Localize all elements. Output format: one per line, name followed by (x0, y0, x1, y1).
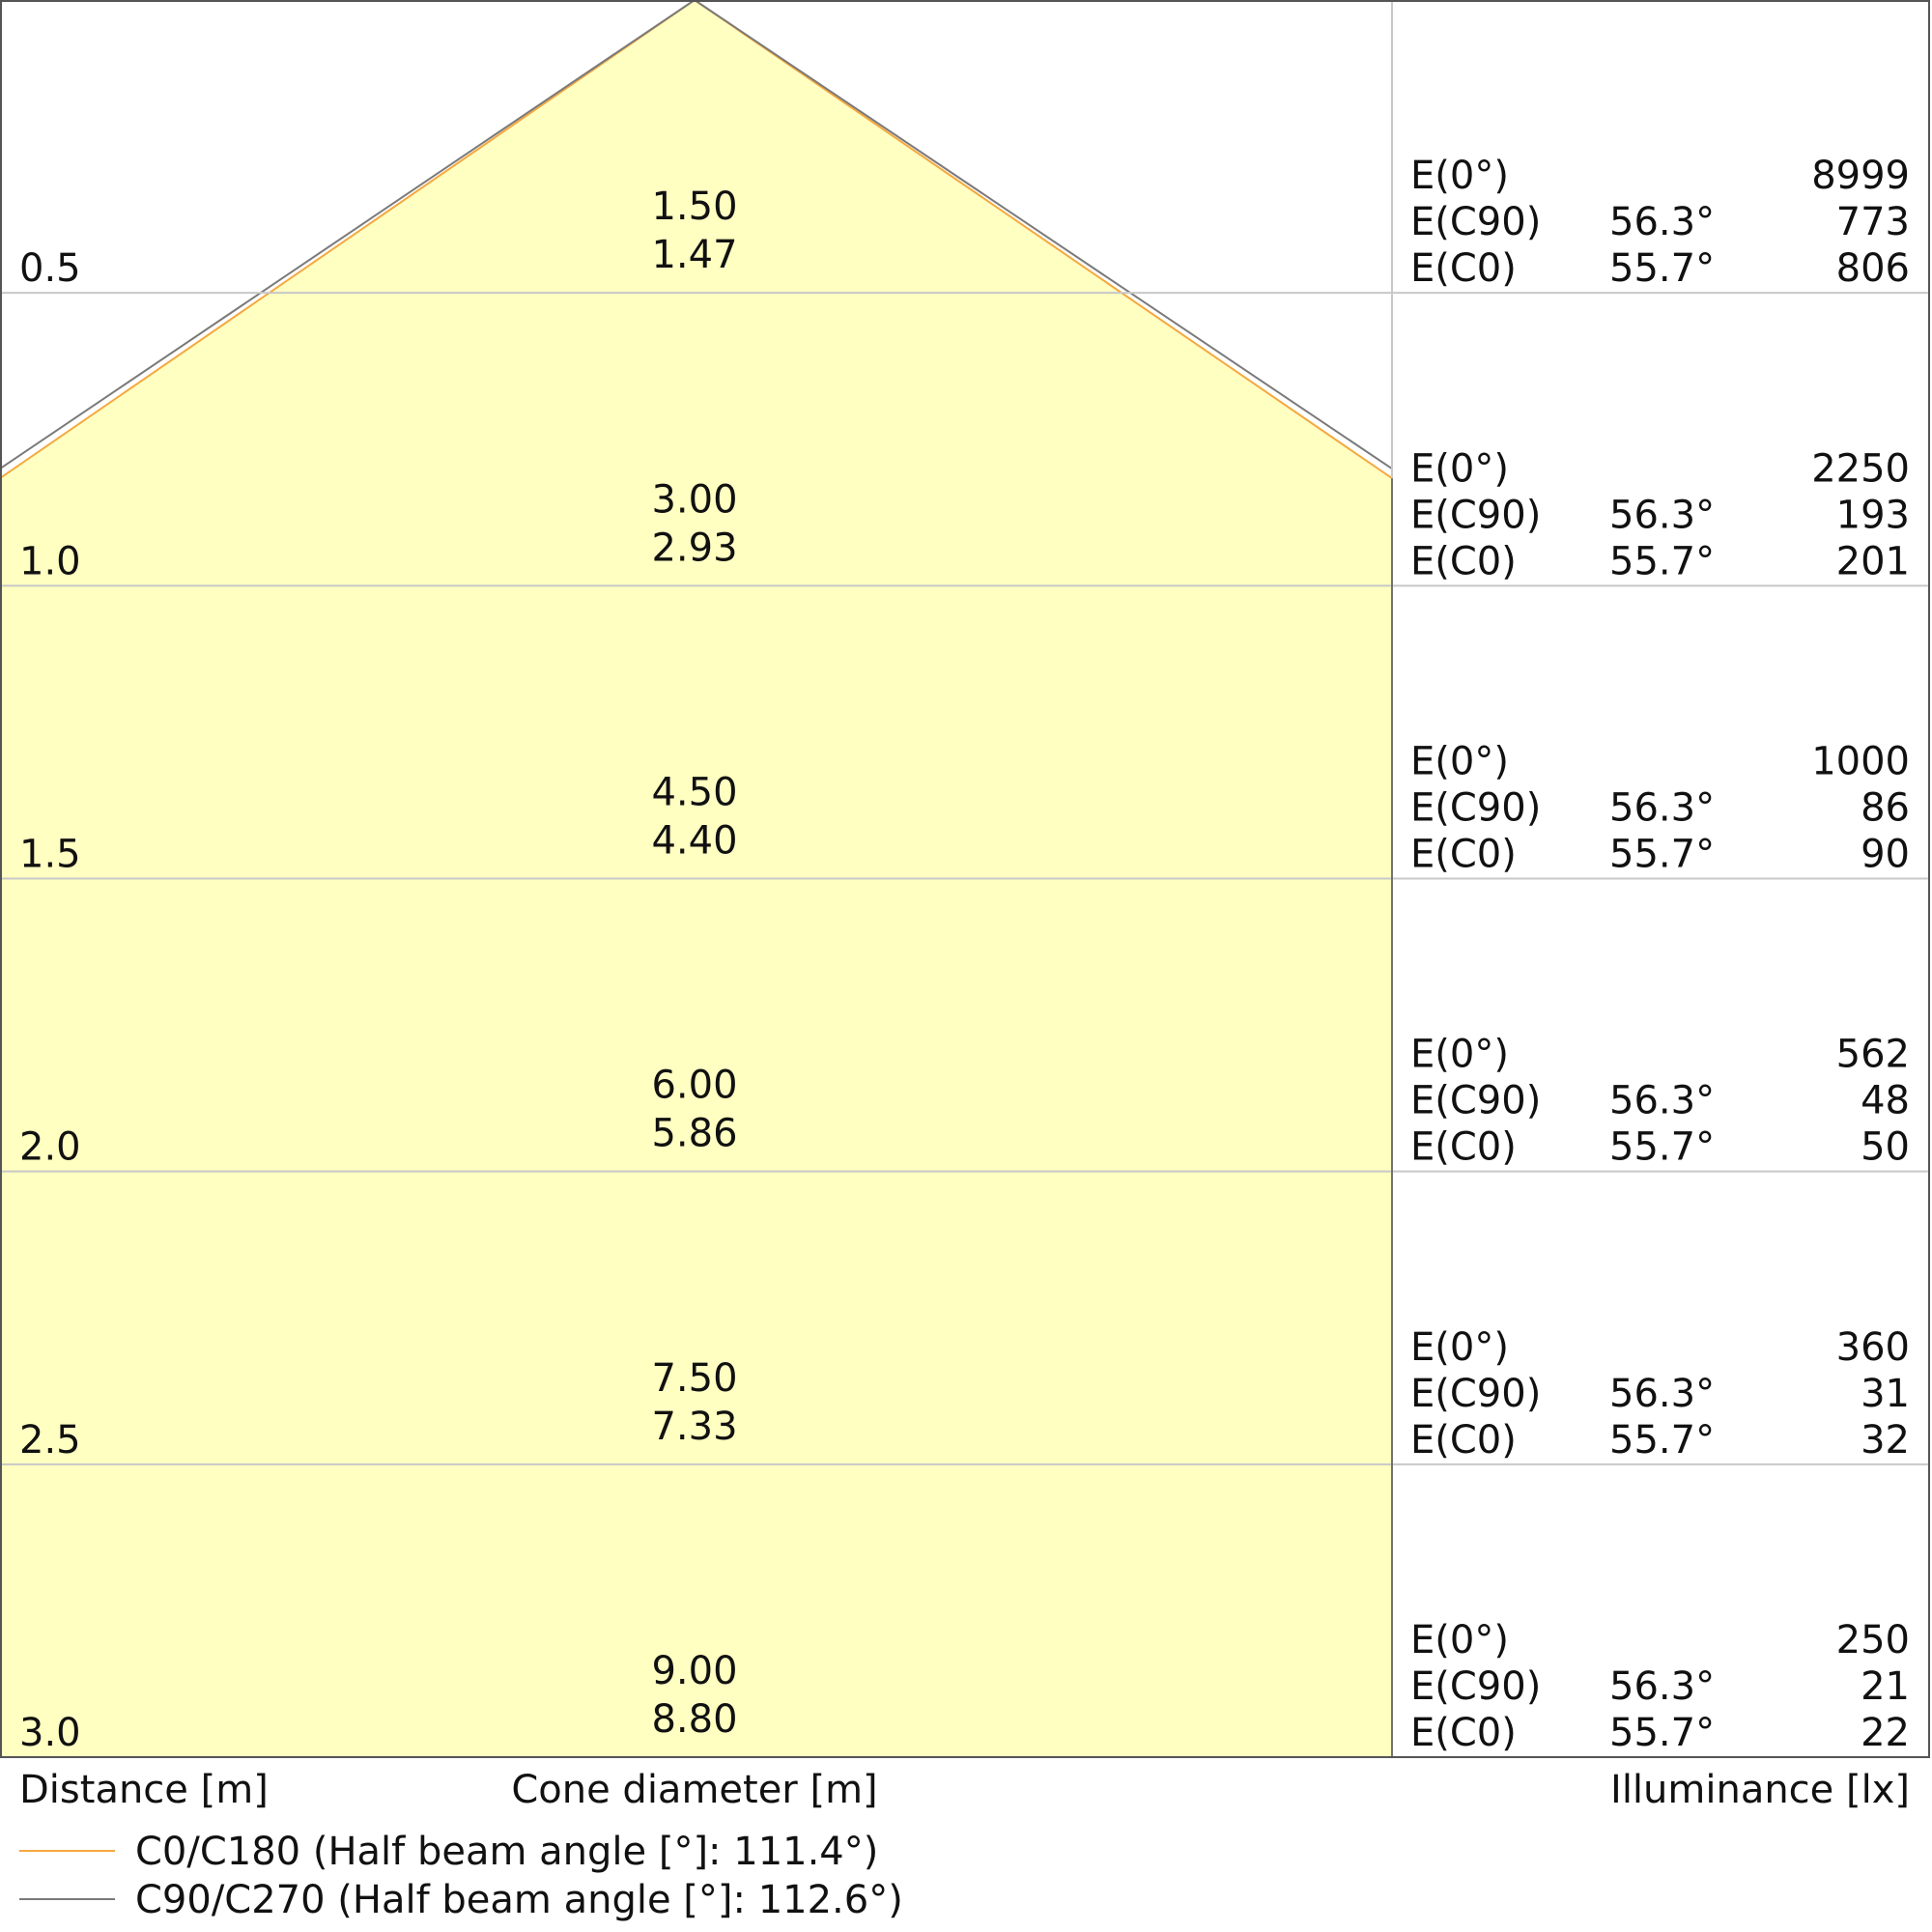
ec0-value: 201 (1836, 539, 1910, 583)
ec0-label: E(C0) (1410, 1711, 1517, 1755)
ec0-label: E(C0) (1410, 1125, 1517, 1170)
distance-label: 0.5 (19, 246, 81, 291)
chart-border (0, 0, 1930, 1758)
cone-diameter-c90: 3.00 (651, 477, 737, 522)
ec0-angle: 55.7° (1609, 1418, 1715, 1463)
ec90-label: E(C90) (1410, 786, 1541, 831)
cone-diameter-c0: 4.40 (651, 819, 737, 864)
ec0-angle: 55.7° (1609, 1125, 1715, 1170)
cone-diameter-c0: 7.33 (651, 1405, 737, 1449)
cone-diameter-c0: 5.86 (651, 1112, 737, 1156)
ec90-angle: 56.3° (1609, 1372, 1715, 1416)
ec0-label: E(C0) (1410, 246, 1517, 291)
ec90-label: E(C90) (1410, 1372, 1541, 1416)
ec0-value: 22 (1861, 1711, 1910, 1755)
e0-label: E(0°) (1410, 1618, 1509, 1662)
ec90-value: 86 (1861, 786, 1910, 831)
cone-diameter-c0: 8.80 (651, 1697, 737, 1742)
e0-value: 250 (1836, 1618, 1910, 1662)
ec0-angle: 55.7° (1609, 833, 1715, 877)
cone-line-c90 (0, 0, 1393, 470)
x-label-cone-diameter: Cone diameter [m] (511, 1768, 877, 1812)
x-label-distance: Distance [m] (19, 1768, 269, 1812)
ec0-angle: 55.7° (1609, 1711, 1715, 1755)
x-label-illuminance: Illuminance [lx] (1610, 1768, 1910, 1812)
ec90-value: 31 (1861, 1372, 1910, 1416)
ec90-value: 773 (1836, 200, 1910, 244)
cone-diameter-c0: 2.93 (651, 526, 737, 570)
legend-label-c90: C90/C270 (Half beam angle [°]: 112.6°) (135, 1878, 903, 1922)
ec0-angle: 55.7° (1609, 246, 1715, 291)
distance-label: 1.0 (19, 539, 81, 583)
ec90-value: 193 (1836, 493, 1910, 537)
ec0-label: E(C0) (1410, 833, 1517, 877)
e0-value: 360 (1836, 1325, 1910, 1370)
distance-label: 2.0 (19, 1125, 81, 1170)
cone-diameter-c90: 9.00 (651, 1649, 737, 1693)
ec0-label: E(C0) (1410, 539, 1517, 583)
ec90-label: E(C90) (1410, 493, 1541, 537)
e0-value: 1000 (1811, 740, 1910, 784)
ec90-angle: 56.3° (1609, 200, 1715, 244)
ec90-angle: 56.3° (1609, 786, 1715, 831)
ec90-label: E(C90) (1410, 200, 1541, 244)
e0-label: E(0°) (1410, 740, 1509, 784)
ec90-angle: 56.3° (1609, 493, 1715, 537)
ec90-value: 48 (1861, 1079, 1910, 1123)
ec90-label: E(C90) (1410, 1079, 1541, 1123)
e0-label: E(0°) (1410, 1325, 1509, 1370)
ec0-value: 806 (1836, 246, 1910, 291)
distance-label: 2.5 (19, 1418, 81, 1463)
e0-value: 2250 (1811, 446, 1910, 491)
ec0-label: E(C0) (1410, 1418, 1517, 1463)
cone-diameter-c90: 7.50 (651, 1356, 737, 1401)
ec90-angle: 56.3° (1609, 1664, 1715, 1709)
legend-label-c0: C0/C180 (Half beam angle [°]: 111.4°) (135, 1830, 878, 1874)
ec90-label: E(C90) (1410, 1664, 1541, 1709)
ec90-value: 21 (1861, 1664, 1910, 1709)
ec90-angle: 56.3° (1609, 1079, 1715, 1123)
e0-label: E(0°) (1410, 154, 1509, 198)
e0-label: E(0°) (1410, 1033, 1509, 1077)
ec0-value: 50 (1861, 1125, 1910, 1170)
cone-line-c0 (0, 0, 1393, 479)
cone-diameter-c90: 4.50 (651, 771, 737, 815)
cone-diameter-c0: 1.47 (651, 233, 737, 277)
cone-diameter-c90: 6.00 (651, 1064, 737, 1108)
cone-diameter-c90: 1.50 (651, 185, 737, 229)
e0-value: 562 (1836, 1033, 1910, 1077)
ec0-value: 90 (1861, 833, 1910, 877)
e0-label: E(0°) (1410, 446, 1509, 491)
distance-label: 1.5 (19, 833, 81, 877)
e0-value: 8999 (1811, 154, 1910, 198)
distance-label: 3.0 (19, 1711, 81, 1755)
ec0-angle: 55.7° (1609, 539, 1715, 583)
ec0-value: 32 (1861, 1418, 1910, 1463)
